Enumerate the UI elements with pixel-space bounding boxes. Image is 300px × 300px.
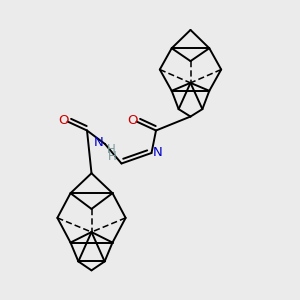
Text: N: N: [153, 146, 163, 160]
Text: H: H: [108, 149, 117, 163]
Text: O: O: [127, 114, 137, 127]
Text: O: O: [58, 114, 68, 127]
Text: H: H: [107, 143, 116, 156]
Text: N: N: [94, 136, 103, 149]
